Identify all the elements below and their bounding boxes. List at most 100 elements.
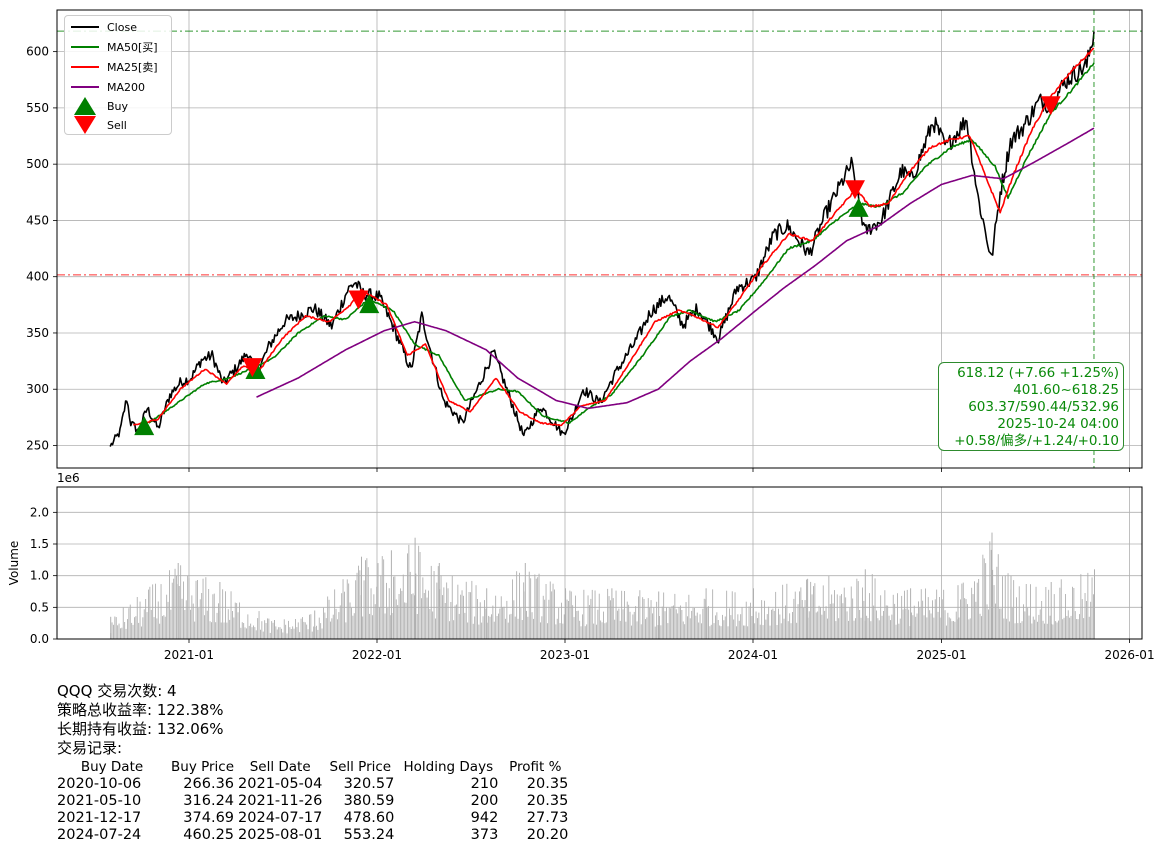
volume-bar xyxy=(383,559,385,639)
strategy-return: 策略总收益率: 122.38% xyxy=(57,701,224,719)
volume-bar xyxy=(299,632,301,639)
volume-bar xyxy=(264,620,266,639)
volume-bar xyxy=(967,604,968,639)
volume-bar xyxy=(933,617,935,639)
volume-bar xyxy=(115,617,117,639)
volume-bar xyxy=(386,582,387,639)
buy-marker xyxy=(359,294,380,314)
volume-bar xyxy=(213,593,215,639)
volume-bar xyxy=(545,584,547,639)
legend-label: MA25[卖] xyxy=(107,61,158,74)
volume-bar xyxy=(631,625,632,639)
volume-bar xyxy=(971,587,973,639)
volume-bar xyxy=(341,593,343,639)
volume-bar xyxy=(122,607,124,639)
volume-bar xyxy=(234,602,236,639)
volume-bar xyxy=(561,602,562,639)
volume-bar xyxy=(885,605,887,639)
volume-bar xyxy=(146,612,148,639)
volume-bar xyxy=(509,614,511,639)
volume-bar xyxy=(163,615,165,639)
volume-bar xyxy=(248,625,250,639)
volume-bar xyxy=(297,622,299,639)
volume-bar xyxy=(1039,609,1041,639)
volume-bar xyxy=(1069,617,1071,639)
volume-bar xyxy=(629,611,631,639)
volume-bar xyxy=(934,599,936,639)
volume-panel: 0.0 0.5 1.0 1.5 2.0 2021-01 2022-01 2023-01 2024… xyxy=(7,471,1155,662)
volume-bar xyxy=(556,618,558,639)
volume-bar xyxy=(785,605,786,639)
volume-bar xyxy=(477,599,478,639)
volume-bar xyxy=(478,624,480,639)
volume-bar xyxy=(318,617,320,639)
volume-bar xyxy=(1032,616,1034,639)
sell-price: 380.59 xyxy=(343,792,395,809)
volume-bar xyxy=(646,617,648,639)
volume-bar xyxy=(303,621,305,639)
sell-marker xyxy=(348,290,369,310)
volume-bar xyxy=(890,620,891,639)
volume-bar xyxy=(806,579,807,639)
volume-bar xyxy=(1045,587,1047,639)
volume-bar xyxy=(1009,621,1010,639)
volume-bar xyxy=(769,625,771,639)
volume-bar xyxy=(156,618,158,639)
sell-date: 2021-05-04 xyxy=(238,775,323,792)
volume-bar xyxy=(554,589,555,639)
volume-bar xyxy=(275,626,277,639)
volume-bar xyxy=(314,610,316,639)
volume-bar xyxy=(643,599,645,639)
volume-bar xyxy=(474,616,476,639)
volume-bar xyxy=(597,609,599,639)
volume-bar xyxy=(447,588,449,639)
trade-count: QQQ 交易次数: 4 xyxy=(57,682,177,700)
volume-bar xyxy=(743,625,744,639)
volume-bar xyxy=(1052,624,1054,639)
volume-bar xyxy=(356,572,358,639)
volume-bar xyxy=(598,593,600,639)
volume-bar xyxy=(580,626,582,639)
volume-bar xyxy=(873,605,875,639)
volume-bar xyxy=(229,619,231,639)
volume-bar xyxy=(309,614,310,639)
volume-ytick-label: 1.5 xyxy=(30,537,49,551)
volume-bar xyxy=(804,600,806,639)
volume-bar xyxy=(258,611,260,639)
volume-bar xyxy=(391,613,393,639)
trade-table-header: Buy Date Buy Price Sell Date Sell Price … xyxy=(57,759,572,775)
buy-triangle-icon xyxy=(74,97,96,115)
volume-bar xyxy=(292,626,294,639)
volume-bar xyxy=(471,580,473,639)
volume-bar xyxy=(659,616,660,639)
volume-bar xyxy=(761,600,763,639)
volume-bar xyxy=(542,595,544,639)
volume-bar xyxy=(975,601,977,639)
volume-bar xyxy=(946,625,947,639)
volume-bar xyxy=(915,616,917,639)
volume-bar xyxy=(208,589,210,639)
volume-bar xyxy=(936,589,938,639)
volume-bar xyxy=(372,615,373,639)
volume-bar xyxy=(926,617,928,639)
volume-bar xyxy=(976,582,978,639)
volume-bar xyxy=(699,614,701,639)
volume-bar xyxy=(281,628,282,639)
volume-bar xyxy=(216,612,218,639)
volume-bar xyxy=(968,619,970,639)
volume-bar xyxy=(913,605,915,639)
volume-ytick-label: 0.0 xyxy=(30,632,49,646)
volume-bar xyxy=(799,591,800,639)
header-buy-price: Buy Price xyxy=(171,759,235,775)
volume-bar xyxy=(384,613,386,639)
volume-bar xyxy=(342,579,344,639)
volume-bar xyxy=(626,601,628,639)
sell-price: 553.24 xyxy=(343,826,395,843)
volume-bar xyxy=(157,601,159,639)
volume-bar xyxy=(423,593,425,639)
volume-bar xyxy=(464,612,466,639)
volume-bar xyxy=(219,582,221,639)
profit-pct: 20.35 xyxy=(526,792,569,809)
volume-bar xyxy=(461,590,463,639)
volume-bar xyxy=(954,621,956,639)
